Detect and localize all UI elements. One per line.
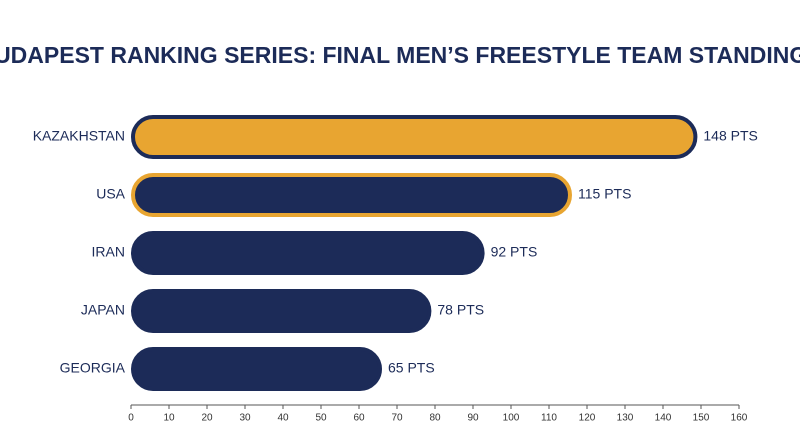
bar <box>131 347 382 391</box>
x-tick-label: 130 <box>617 413 634 424</box>
category-label: JAPAN <box>81 302 125 318</box>
x-tick-label: 120 <box>579 413 596 424</box>
value-label: 92 PTS <box>491 244 538 260</box>
bar <box>131 115 698 159</box>
x-tick-label: 50 <box>315 413 327 424</box>
chart-title: BUDAPEST RANKING SERIES: FINAL MEN’S FRE… <box>0 42 800 68</box>
x-tick-label: 10 <box>163 413 175 424</box>
x-tick-label: 110 <box>541 413 557 424</box>
category-label: KAZAKHSTAN <box>33 128 125 144</box>
x-tick-label: 80 <box>429 413 441 424</box>
x-tick-label: 70 <box>391 413 403 424</box>
x-tick-label: 30 <box>239 413 251 424</box>
x-tick-label: 0 <box>128 413 134 424</box>
x-tick-label: 20 <box>201 413 213 424</box>
bar <box>131 173 572 217</box>
category-label: IRAN <box>92 244 125 260</box>
value-label: 78 PTS <box>437 302 484 318</box>
x-tick-label: 140 <box>655 413 672 424</box>
x-tick-label: 60 <box>353 413 365 424</box>
value-label: 148 PTS <box>703 128 757 144</box>
category-label: USA <box>96 186 125 202</box>
category-label: GEORGIA <box>60 360 126 376</box>
x-tick-label: 40 <box>277 413 289 424</box>
x-tick-label: 150 <box>693 413 710 424</box>
x-tick-label: 160 <box>731 413 748 424</box>
value-label: 115 PTS <box>578 186 631 202</box>
x-tick-label: 100 <box>503 413 520 424</box>
x-tick-label: 90 <box>467 413 479 424</box>
bar <box>131 231 485 275</box>
value-label: 65 PTS <box>388 360 435 376</box>
bar <box>131 289 432 333</box>
